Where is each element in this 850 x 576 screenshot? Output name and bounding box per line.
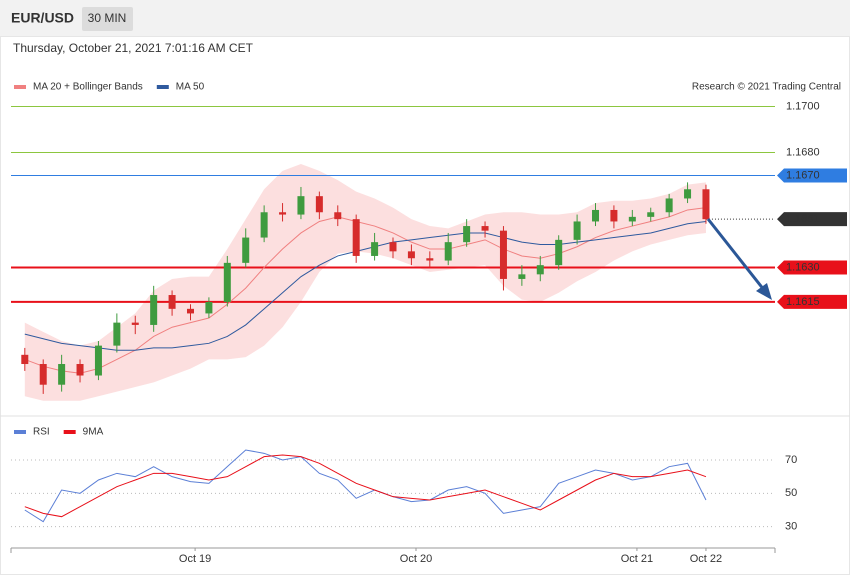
rsi-panel: RSI 9MA 30 50 70 Oct 19 Oct 20 Oct 21 Oct 22 [10, 427, 797, 565]
candle-body [536, 265, 544, 275]
level-label: 1.1630 [786, 261, 820, 273]
candle-body [352, 219, 360, 256]
legend-swatch [14, 85, 26, 89]
candle-body [426, 258, 434, 261]
level-label: 1.1651 [786, 213, 820, 225]
ma-line [24, 220, 707, 351]
symbol: EUR/USD [11, 10, 74, 26]
candle-body [297, 196, 305, 215]
arrow-shaft [706, 218, 766, 291]
candle-body [131, 322, 139, 325]
header-bar [0, 0, 850, 36]
candle-body [315, 196, 323, 213]
candle-body [665, 198, 673, 213]
candle-body [39, 364, 47, 385]
arrow-head [756, 283, 772, 300]
candle-body [555, 239, 563, 266]
candle-body [242, 237, 250, 263]
candle-body [389, 242, 397, 252]
candle-body [279, 212, 287, 215]
legend-label: MA 50 [176, 82, 205, 93]
ma-line [24, 207, 707, 374]
candle-body [499, 230, 507, 279]
candle-body [21, 354, 29, 365]
y-tick-label: 70 [785, 454, 797, 466]
interval-box[interactable] [82, 7, 133, 31]
indicator-line [24, 449, 707, 523]
level-label: 1.1670 [786, 169, 820, 181]
interval[interactable]: 30 MIN [88, 11, 127, 25]
candle-body [223, 262, 231, 302]
legend-swatch [14, 430, 26, 434]
candle-body [610, 209, 618, 222]
candle-body [463, 226, 471, 243]
x-tick-label: Oct 22 [690, 553, 722, 565]
bollinger-band [24, 163, 706, 401]
credit: Research © 2021 Trading Central [692, 82, 841, 93]
candle-body [628, 216, 636, 222]
legend-swatch [156, 85, 169, 89]
candle-body [371, 242, 379, 256]
timestamp: Thursday, October 21, 2021 7:01:16 AM CE… [13, 41, 254, 55]
legend-label: MA 20 + Bollinger Bands [33, 82, 143, 93]
candle-body [186, 308, 194, 314]
candle-body [168, 295, 176, 309]
level-tag [777, 168, 847, 183]
y-tick-label: 30 [785, 521, 797, 533]
candle-body [518, 274, 526, 279]
candle-body [334, 212, 342, 220]
candle-body [407, 251, 415, 259]
indicator-line [24, 454, 707, 518]
level-tag [777, 294, 847, 309]
x-tick-label: Oct 20 [400, 553, 432, 565]
candle-body [481, 226, 489, 231]
level-label: 1.1680 [786, 146, 820, 158]
candle-body [58, 364, 66, 385]
candle-body [150, 295, 158, 325]
x-tick-label: Oct 21 [621, 553, 653, 565]
candle-body [647, 212, 655, 217]
candle-body [94, 345, 102, 376]
candle-body [76, 364, 84, 376]
candle-body [573, 221, 581, 240]
price-panel: MA 20 + Bollinger Bands MA 50 Research © 2… [11, 82, 847, 401]
candle-body [444, 242, 452, 261]
candle-body [592, 209, 600, 222]
candle-body [113, 322, 121, 346]
x-tick-label: Oct 19 [179, 553, 211, 565]
candle-body [684, 189, 692, 199]
y-tick-label: 50 [785, 487, 797, 499]
legend-label: RSI [33, 427, 50, 438]
level-label: 1.1615 [786, 296, 820, 308]
level-label: 1.1700 [786, 100, 820, 112]
candle-body [205, 301, 213, 314]
legend-swatch [63, 430, 76, 434]
candle-body [702, 189, 710, 220]
forecast-arrow [706, 218, 772, 300]
legend-label: 9MA [83, 427, 104, 438]
level-tag [777, 212, 847, 227]
level-tag [777, 260, 847, 275]
candle-body [260, 212, 268, 238]
